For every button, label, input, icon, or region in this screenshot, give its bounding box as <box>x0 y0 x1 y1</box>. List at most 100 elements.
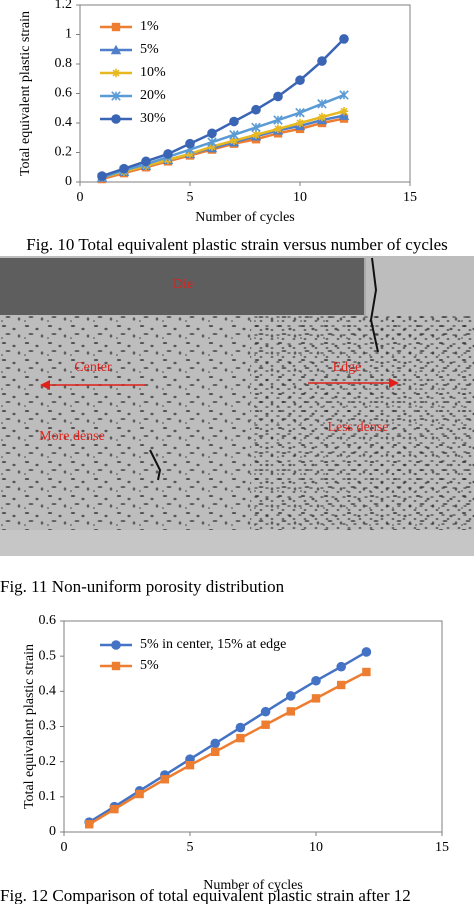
data-point <box>207 142 217 151</box>
legend-label: 10% <box>140 65 166 80</box>
data-point <box>211 747 220 757</box>
data-point <box>160 775 169 784</box>
x-tick-label: 5 <box>187 190 194 205</box>
x-tick-label: 10 <box>293 190 307 205</box>
y-tick-label: 0.6 <box>55 86 73 101</box>
data-point <box>339 90 349 100</box>
caption: Fig. 11 Non-uniform porosity distributio… <box>0 577 285 596</box>
y-tick-label: 0.3 <box>39 719 57 734</box>
x-tick-label: 10 <box>309 840 323 855</box>
data-point <box>135 789 144 799</box>
y-tick-label: 0.8 <box>55 56 73 71</box>
legend-label: 5% <box>140 42 159 57</box>
y-tick-label: 0.6 <box>39 613 57 628</box>
legend-label: 5% in center, 15% at edge <box>140 637 286 652</box>
x-axis-title: Number of cycles <box>203 878 303 893</box>
data-point <box>207 128 217 139</box>
data-point <box>337 680 346 690</box>
data-point <box>185 138 195 149</box>
data-point <box>339 34 349 44</box>
data-point <box>317 99 327 109</box>
data-point <box>286 691 296 701</box>
y-tick-label: 0.2 <box>39 754 57 769</box>
plot-frame <box>63 620 443 833</box>
data-point <box>261 720 270 729</box>
label-center: Center <box>74 360 112 375</box>
data-point <box>141 156 151 167</box>
data-point <box>185 760 195 770</box>
series-line <box>88 670 367 826</box>
x-tick-label: 5 <box>187 840 194 855</box>
data-point <box>273 115 283 125</box>
data-point <box>273 124 283 134</box>
data-point <box>362 667 371 677</box>
data-point <box>339 107 349 116</box>
data-point <box>260 706 271 717</box>
legend-marker <box>111 114 121 124</box>
y-tick-label: 0.5 <box>39 648 57 663</box>
y-tick-label: 0.2 <box>55 145 73 160</box>
x-tick-label: 0 <box>77 190 84 205</box>
legend-label: 1% <box>140 19 159 34</box>
data-point <box>229 116 239 127</box>
y-tick-label: 0 <box>49 824 56 839</box>
series-line <box>101 109 345 179</box>
y-tick-label: 1 <box>65 27 72 42</box>
data-point <box>185 149 195 159</box>
legend-label: 20% <box>140 88 166 103</box>
data-point <box>311 675 321 686</box>
x-axis-title: Number of cycles <box>195 210 295 225</box>
micrograph: Die Center Edge More dense Less dense <box>0 256 474 556</box>
legend-marker <box>111 91 121 101</box>
y-tick-label: 0 <box>65 174 72 189</box>
plot-frame <box>79 4 411 183</box>
x-tick-label: 0 <box>61 840 68 855</box>
data-point <box>110 804 119 814</box>
data-point <box>273 91 283 102</box>
legend-marker <box>111 22 121 32</box>
data-point <box>295 107 305 118</box>
data-point <box>251 122 261 133</box>
data-point <box>236 733 245 743</box>
y-tick-label: 1.2 <box>55 0 73 12</box>
data-point <box>317 56 327 66</box>
data-point <box>210 738 220 749</box>
data-point <box>235 722 246 733</box>
y-axis-title: Total equivalent plastic strain <box>22 644 37 809</box>
caption: Fig. 10 Total equivalent plastic strain … <box>26 235 448 254</box>
label-more-dense: More dense <box>39 429 105 444</box>
y-tick-label: 0.4 <box>39 684 57 699</box>
charts: 0 0.2 0.4 0.6 0.8 1 1.2 0 5 10 15 Number of cycles T… <box>18 0 449 893</box>
data-point <box>311 694 321 703</box>
caption: Fig. 12 Comparison of total equivalent p… <box>0 886 411 904</box>
data-point <box>229 130 239 140</box>
data-point <box>251 130 261 139</box>
legend-label: 30% <box>140 111 166 126</box>
legend-marker <box>111 640 121 650</box>
data-point <box>286 707 295 716</box>
data-point <box>207 137 217 147</box>
legend-label: 5% <box>140 658 159 673</box>
y-axis-title: Total equivalent plastic strain <box>18 11 33 176</box>
data-point <box>85 820 94 829</box>
legend-marker <box>111 68 121 78</box>
x-tick-label: 15 <box>435 840 449 855</box>
y-tick-label: 0.1 <box>39 789 57 804</box>
data-point <box>295 118 305 128</box>
legend-marker <box>110 44 122 55</box>
data-point <box>163 149 173 159</box>
legend-marker <box>111 661 121 671</box>
data-point <box>317 112 327 122</box>
series-line <box>101 38 345 178</box>
data-point <box>295 75 305 86</box>
data-point <box>119 163 129 174</box>
series-line <box>88 650 368 824</box>
data-point <box>361 647 372 657</box>
series-line <box>101 93 345 179</box>
label-edge: Edge <box>333 360 362 375</box>
data-point <box>336 661 347 672</box>
label-less-dense: Less dense <box>327 420 388 435</box>
data-point <box>251 104 261 115</box>
x-tick-label: 15 <box>403 190 417 205</box>
